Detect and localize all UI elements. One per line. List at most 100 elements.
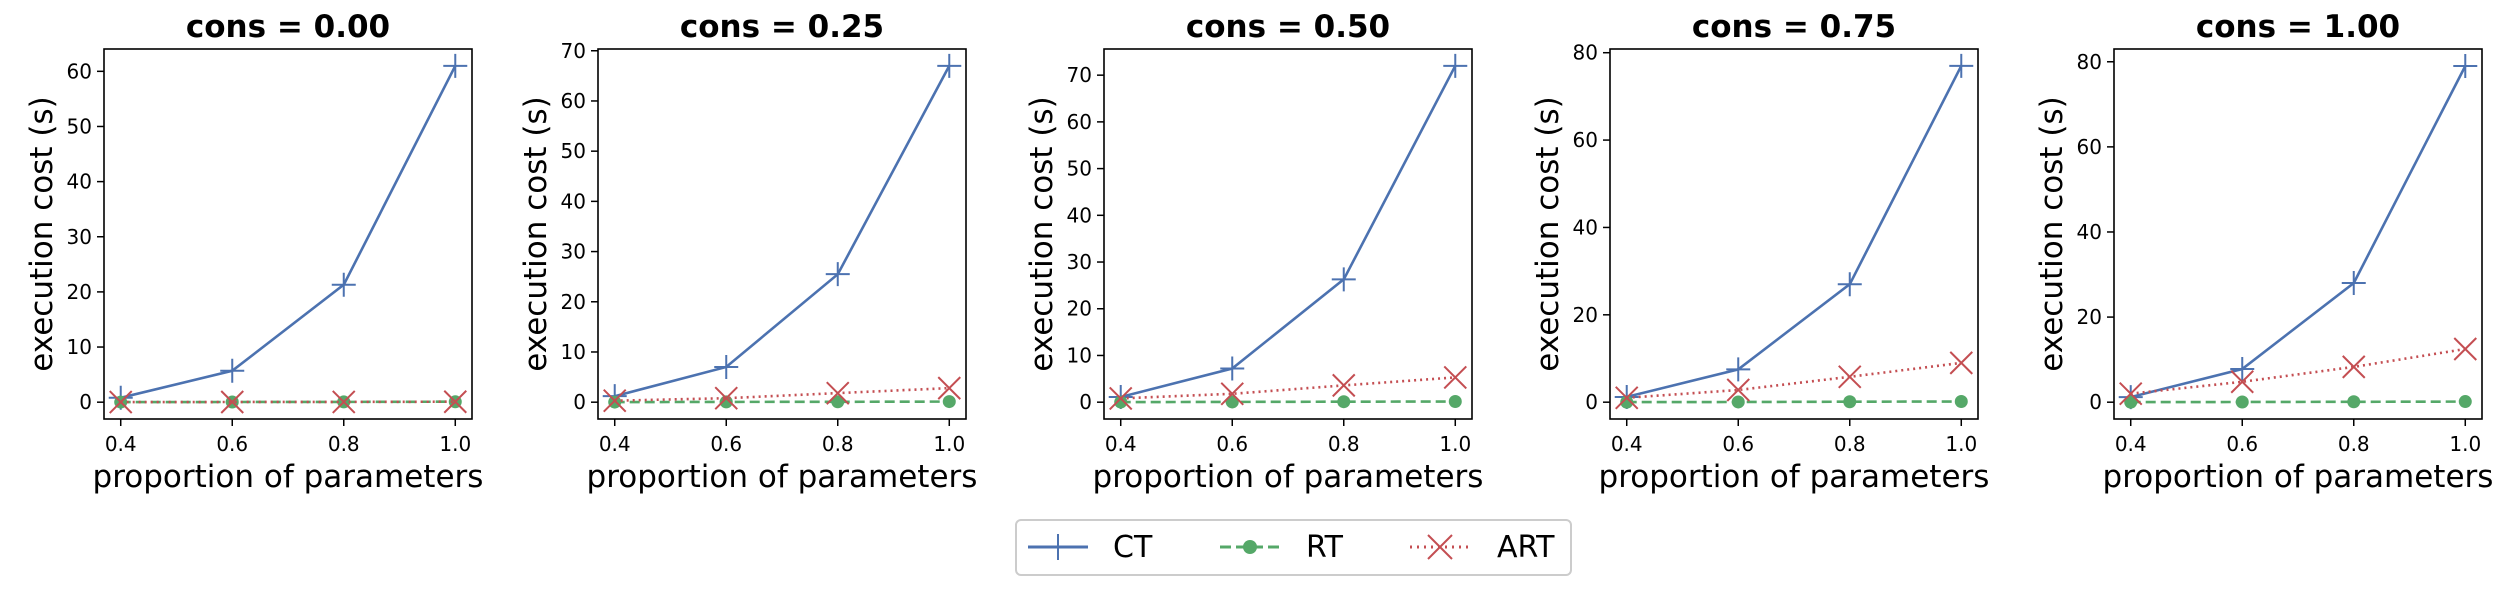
series-rt — [608, 395, 956, 409]
data-point-art — [2119, 381, 2143, 406]
series-line-rt — [614, 400, 950, 404]
axes-frame — [1103, 48, 1473, 420]
series-line-ct — [2130, 65, 2467, 399]
y-tick-label: 80 — [1573, 41, 1598, 65]
data-point-art — [1332, 373, 1356, 398]
data-point-ct — [1331, 267, 1356, 292]
subplot-title: cons = 0.75 — [1692, 9, 1896, 45]
data-point-rt — [1731, 395, 1745, 409]
subplot-4: cons = 0.75 execution cost (s) proportion … — [1530, 9, 1989, 495]
data-point-art — [220, 390, 244, 414]
y-tick-label: 10 — [1067, 343, 1092, 367]
data-point-ct — [1443, 53, 1468, 78]
axes-frame — [2113, 48, 2483, 420]
y-tick-label: 40 — [67, 170, 92, 194]
y-tick-label: 40 — [561, 189, 586, 213]
data-point-rt — [2347, 395, 2361, 409]
data-point-rt — [2235, 395, 2249, 409]
series-rt — [1114, 394, 1462, 409]
axes-frame — [103, 48, 473, 420]
data-point-art — [826, 381, 850, 405]
y-axis-label: execution cost (s) — [1024, 96, 1060, 371]
y-tick-label: 0 — [1079, 390, 1092, 414]
data-point-ct — [1726, 357, 1751, 382]
series-art — [1615, 351, 1973, 410]
data-point-art — [1220, 382, 1244, 406]
y-tick-label: 80 — [2077, 50, 2102, 74]
data-point-rt — [942, 395, 956, 409]
data-point-rt — [1114, 395, 1128, 409]
x-tick-label: 1.0 — [933, 432, 965, 456]
series-art — [603, 376, 961, 413]
y-tick-label: 20 — [1573, 303, 1598, 327]
series-line-ct — [120, 65, 457, 400]
data-point-ct — [1220, 356, 1245, 381]
y-tick-label: 50 — [1067, 157, 1092, 181]
x-tick-label: 1.0 — [1945, 432, 1977, 456]
data-point-art — [2453, 337, 2477, 361]
data-point-ct — [714, 355, 739, 380]
x-axis-label: proportion of parameters — [93, 459, 484, 495]
legend-rt-marker — [1243, 540, 1257, 554]
data-point-art — [332, 390, 356, 414]
data-point-ct — [2230, 357, 2255, 381]
series-ct — [602, 53, 962, 409]
legend-entry-art: ART — [1410, 530, 1555, 565]
x-tick-label: 0.8 — [2338, 432, 2370, 456]
data-point-rt — [2124, 395, 2138, 409]
legend-rt-label: RT — [1306, 530, 1344, 565]
legend-entry-ct: CT — [1028, 530, 1153, 565]
legend-art-label: ART — [1497, 530, 1555, 565]
data-point-art — [1949, 351, 1973, 375]
subplot-title: cons = 0.00 — [186, 9, 390, 45]
series-line-art — [1120, 376, 1456, 400]
y-tick-label: 70 — [1067, 63, 1092, 87]
data-point-art — [1109, 386, 1133, 411]
y-tick-label: 10 — [67, 335, 92, 359]
series-ct — [108, 53, 468, 410]
data-point-rt — [2458, 395, 2472, 409]
series-rt — [1620, 395, 1968, 409]
data-point-art — [109, 390, 133, 414]
data-point-art — [1726, 378, 1750, 402]
legend-art-marker — [1427, 534, 1453, 560]
series-line-art — [614, 386, 950, 402]
data-point-ct — [1837, 272, 1862, 297]
y-tick-label: 20 — [561, 290, 586, 314]
data-point-ct — [2453, 54, 2478, 79]
y-tick-label: 0 — [1585, 390, 1598, 414]
data-point-art — [1838, 365, 1862, 389]
x-tick-label: 0.6 — [1216, 432, 1248, 456]
y-axis-label: execution cost (s) — [24, 96, 60, 371]
y-tick-label: 40 — [2077, 220, 2102, 244]
x-tick-label: 1.0 — [1439, 432, 1471, 456]
series-line-ct — [1120, 65, 1457, 399]
axes-frame — [597, 48, 967, 420]
y-tick-label: 30 — [561, 240, 586, 264]
series-art — [109, 390, 467, 414]
data-point-rt — [831, 395, 845, 409]
y-tick-label: 20 — [67, 280, 92, 304]
x-tick-label: 0.4 — [1611, 432, 1643, 456]
subplot-3: cons = 0.50 execution cost (s) proportion … — [1024, 9, 1483, 495]
x-tick-label: 0.6 — [2226, 432, 2258, 456]
x-tick-label: 0.6 — [216, 432, 248, 456]
y-axis-label: execution cost (s) — [2034, 96, 2070, 371]
x-tick-label: 0.4 — [105, 432, 137, 456]
y-tick-label: 60 — [1067, 110, 1092, 134]
y-tick-label: 50 — [67, 114, 92, 138]
data-point-rt — [1843, 395, 1857, 409]
series-ct — [1108, 53, 1468, 410]
series-line-art — [1626, 361, 1962, 400]
y-tick-label: 60 — [561, 89, 586, 113]
y-tick-label: 0 — [79, 390, 92, 414]
y-tick-label: 30 — [67, 225, 92, 249]
x-axis-label: proportion of parameters — [587, 459, 978, 495]
x-tick-label: 0.4 — [2115, 432, 2147, 456]
legend-entry-rt: RT — [1220, 530, 1344, 565]
axes-frame — [1609, 48, 1979, 420]
legend: CT RT ART — [1015, 519, 1572, 576]
x-tick-label: 0.4 — [1105, 432, 1137, 456]
x-tick-label: 0.8 — [822, 432, 854, 456]
